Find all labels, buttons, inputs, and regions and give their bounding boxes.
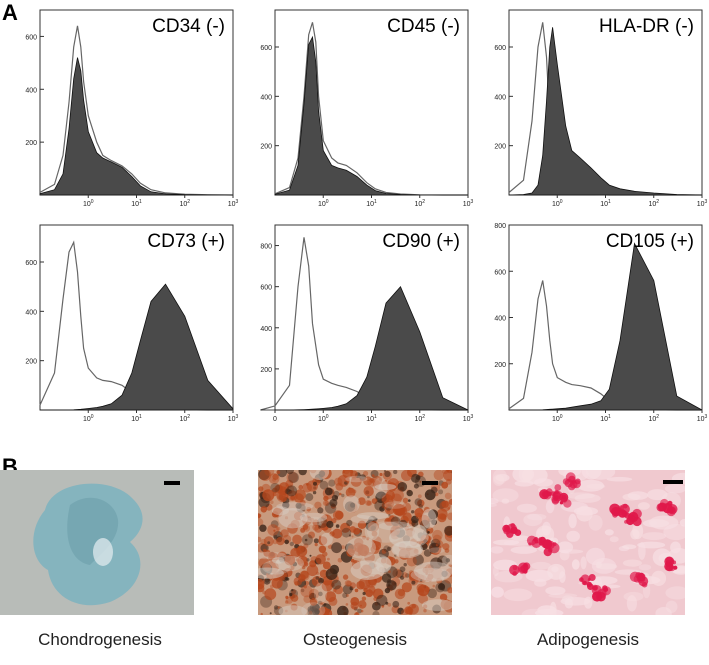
x-tick-label: 100 [83, 199, 94, 208]
histogram-hla-dr: 200 400 600 100 101 102 103 HLA-DR (-) [494, 9, 708, 208]
x-tick-label: 103 [228, 414, 239, 423]
panel-a-label: A [2, 0, 18, 25]
histogram-title: CD45 (-) [387, 16, 460, 37]
y-tick-label: 400 [260, 94, 272, 101]
adipogenesis-image [491, 470, 685, 615]
x-tick-label: 102 [179, 199, 190, 208]
control-histogram [39, 25, 234, 196]
x-tick-label: 102 [179, 414, 190, 423]
y-tick-label: 200 [25, 140, 37, 147]
y-tick-label: 600 [494, 269, 506, 276]
y-tick-label: 400 [494, 94, 506, 101]
histogram-title: CD90 (+) [382, 231, 460, 252]
y-tick-label: 600 [494, 45, 506, 52]
y-tick-label: 200 [25, 359, 37, 366]
histogram-cd34: 200 400 600 100 101 102 103 CD34 (-) [25, 9, 239, 208]
filled-histogram [509, 242, 703, 411]
x-tick-label: 101 [366, 199, 377, 208]
x-tick-label: 102 [648, 199, 659, 208]
filled-histogram [260, 285, 469, 411]
x-tick-label: 102 [648, 414, 659, 423]
x-tick-label: 100 [552, 414, 563, 423]
scale-bar [422, 481, 438, 485]
x-tick-label: 103 [228, 199, 239, 208]
x-tick-label: 100 [318, 414, 329, 423]
histogram-title: CD34 (-) [152, 16, 225, 37]
filled-histogram [508, 27, 703, 196]
x-tick-label: 103 [697, 414, 708, 423]
histogram-cd105: 200 400 600 800 100 101 102 103 CD105 (+) [494, 223, 708, 423]
y-tick-label: 800 [494, 223, 506, 230]
histogram-cd90: 200 400 600 800 0 100 101 102 103 CD90 (+) [260, 224, 474, 423]
x-tick-label: 101 [131, 414, 142, 423]
y-tick-label: 400 [25, 87, 37, 94]
osteogenesis-image [258, 470, 452, 615]
x-tick-label: 100 [552, 199, 563, 208]
y-tick-label: 800 [260, 244, 272, 251]
histogram-title: CD73 (+) [147, 231, 225, 252]
y-tick-label: 400 [260, 326, 272, 333]
y-tick-label: 400 [25, 309, 37, 316]
scale-bar [164, 481, 180, 485]
histogram-cd45: 200 400 600 100 101 102 103 CD45 (-) [260, 9, 474, 208]
chondrogenesis-image [0, 470, 194, 615]
y-tick-label: 200 [260, 367, 272, 374]
x-tick-label: 103 [463, 414, 474, 423]
x-tick-label: 101 [600, 199, 611, 208]
x-tick-label: 103 [697, 199, 708, 208]
x-tick-label: 0 [273, 416, 277, 423]
y-tick-label: 600 [25, 34, 37, 41]
x-tick-label: 100 [83, 414, 94, 423]
scale-bar [663, 480, 679, 484]
histogram-title: CD105 (+) [606, 231, 694, 252]
control-histogram [274, 22, 468, 196]
x-tick-label: 102 [414, 414, 425, 423]
filled-histogram [39, 57, 233, 196]
cartilage-pellet [33, 483, 143, 606]
y-tick-label: 600 [260, 45, 272, 52]
caption-osteogenesis: Osteogenesis [303, 630, 407, 649]
x-tick-label: 103 [463, 199, 474, 208]
x-tick-label: 100 [318, 199, 329, 208]
histogram-cd73: 200 400 600 100 101 102 103 CD73 (+) [25, 224, 239, 423]
filled-histogram [40, 283, 234, 411]
caption-chondrogenesis: Chondrogenesis [38, 630, 162, 649]
plot-frame [508, 9, 703, 196]
x-tick-label: 102 [414, 199, 425, 208]
x-tick-label: 101 [131, 199, 142, 208]
caption-adipogenesis: Adipogenesis [536, 630, 640, 649]
y-tick-label: 200 [494, 362, 506, 369]
y-tick-label: 200 [260, 144, 272, 151]
x-tick-label: 101 [366, 414, 377, 423]
y-tick-label: 600 [25, 260, 37, 267]
y-tick-label: 600 [260, 285, 272, 292]
x-tick-label: 101 [600, 414, 611, 423]
histogram-title: HLA-DR (-) [599, 16, 694, 37]
y-tick-label: 400 [494, 316, 506, 323]
y-tick-label: 200 [494, 144, 506, 151]
filled-histogram [274, 35, 468, 196]
